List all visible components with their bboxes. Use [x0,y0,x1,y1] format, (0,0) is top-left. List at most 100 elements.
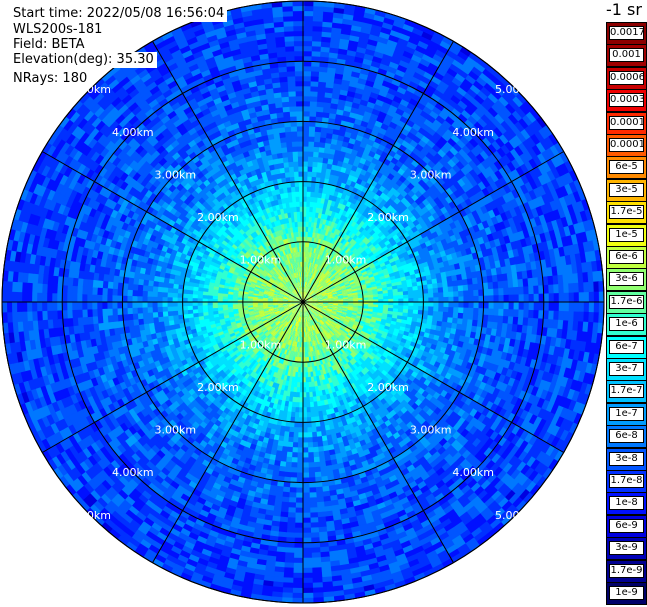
data-cell [310,70,321,77]
data-cell [383,296,389,300]
data-cell [328,153,335,160]
data-cell [312,30,323,37]
data-cell [338,208,345,216]
data-cell [303,70,312,77]
data-cell [332,17,344,24]
data-cell [377,67,389,77]
data-cell [573,292,580,304]
data-cell [473,302,480,309]
data-cell [316,171,322,178]
data-cell [323,245,328,252]
data-cell [314,131,322,138]
data-cell [325,246,330,253]
data-cell [307,282,310,288]
data-cell [310,246,313,253]
data-cell [498,302,505,310]
data-cell [303,160,309,167]
data-cell [303,60,313,67]
data-cell [310,256,313,263]
data-cell [321,250,326,257]
data-cell [303,110,311,117]
data-cell [374,77,385,86]
data-cell [320,249,325,256]
data-cell [323,147,331,154]
data-cell [320,131,328,139]
data-cell [311,278,316,285]
data-cell [303,25,314,32]
data-cell [380,84,391,93]
data-cell [341,140,350,148]
data-cell [383,16,396,26]
data-cell [543,302,550,312]
data-cell [413,49,426,59]
data-cell [386,109,397,118]
data-cell [307,256,310,263]
data-cell [402,50,415,60]
data-cell [376,41,388,50]
data-cell [303,5,315,12]
data-cell [373,103,383,112]
data-cell [312,257,316,264]
data-cell [315,121,323,128]
data-cell [308,256,312,263]
data-cell [392,95,403,104]
data-cell [323,240,328,247]
data-cell [333,7,346,14]
data-cell [305,287,308,293]
data-cell [400,28,414,38]
data-cell [312,161,319,168]
data-cell [318,71,329,78]
data-cell [336,139,344,147]
data-cell [314,274,318,280]
data-cell [438,302,445,308]
data-cell [311,171,318,178]
data-cell [305,216,310,222]
data-cell [320,41,332,48]
data-cell [335,223,341,230]
data-cell [311,273,315,279]
data-cell [324,142,332,149]
data-cell [433,302,440,308]
data-cell [331,27,343,34]
data-cell [304,276,306,283]
data-cell [311,257,315,264]
data-cell [325,219,330,226]
data-cell [375,98,385,107]
data-cell [376,115,386,124]
data-cell [326,127,335,135]
data-cell [322,229,327,236]
data-cell [311,211,316,218]
data-cell [306,271,309,278]
data-cell [303,105,311,112]
data-cell [314,258,318,264]
data-cell [312,35,323,42]
data-cell [307,226,312,233]
data-cell [332,216,338,224]
data-cell [312,242,316,249]
data-cell [303,95,311,102]
data-cell [311,267,315,274]
data-cell [303,286,305,292]
data-cell [307,266,310,273]
data-cell [334,72,345,80]
data-cell [317,238,322,245]
data-cell [309,272,313,279]
data-cell [381,21,395,31]
data-cell [305,292,308,298]
data-cell [303,75,312,82]
data-cell [316,101,325,108]
data-cell [303,1,315,7]
data-cell [373,14,386,23]
data-cell [388,302,394,306]
data-cell [433,292,439,298]
data-cell [309,277,312,284]
data-cell [330,97,340,105]
data-cell [383,48,396,58]
data-cell [408,294,414,299]
data-cell [528,302,535,311]
data-cell [304,251,307,257]
data-cell [316,106,325,113]
data-cell [315,258,319,265]
data-cell [312,156,319,163]
data-cell [483,289,490,297]
